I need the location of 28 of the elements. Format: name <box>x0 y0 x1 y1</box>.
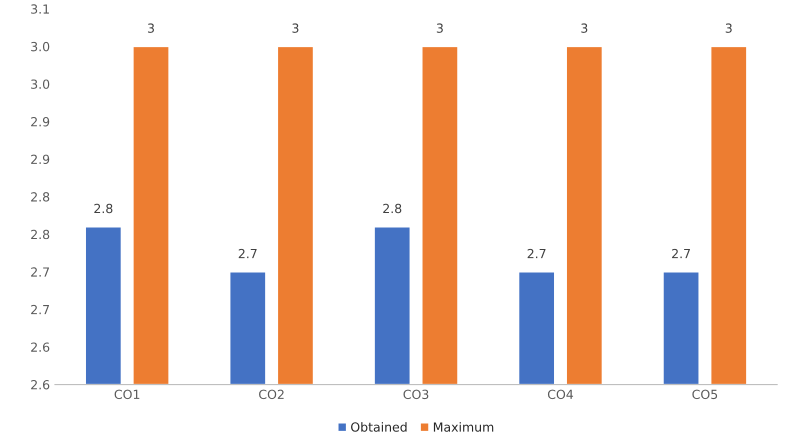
y-tick-label: 2.8 <box>31 230 50 240</box>
data-label: 2.7 <box>672 248 690 258</box>
y-tick-label: 2.7 <box>31 267 50 277</box>
data-label: 3 <box>581 23 588 33</box>
y-tick-label: 2.9 <box>31 154 50 164</box>
data-label: 3 <box>148 23 154 33</box>
y-tick-label: 2.6 <box>31 342 50 352</box>
data-label: 3 <box>436 23 443 33</box>
y-tick-label: 2.7 <box>31 304 50 314</box>
data-label: 3 <box>292 23 298 33</box>
y-tick-label: 3.0 <box>31 79 50 89</box>
x-tick-label: CO2 <box>259 390 284 400</box>
legend-label: Maximum <box>434 422 494 432</box>
y-tick-label: 2.9 <box>31 117 50 126</box>
data-label: 2.7 <box>528 248 546 258</box>
y-tick-label: 3.0 <box>31 42 50 52</box>
x-tick-label: CO5 <box>692 390 718 400</box>
x-tick-label: CO4 <box>548 390 574 400</box>
x-tick-label: CO1 <box>114 390 140 400</box>
y-tick-label: 2.8 <box>31 192 50 202</box>
data-label: 2.7 <box>238 248 257 258</box>
legend-label: Obtained <box>351 422 407 432</box>
x-tick-label: CO3 <box>403 390 428 400</box>
y-tick-label: 3.1 <box>31 4 49 14</box>
data-label: 2.8 <box>383 204 402 214</box>
y-tick-label: 2.6 <box>31 380 50 390</box>
data-label: 3 <box>726 23 732 33</box>
data-label: 2.8 <box>94 204 112 214</box>
